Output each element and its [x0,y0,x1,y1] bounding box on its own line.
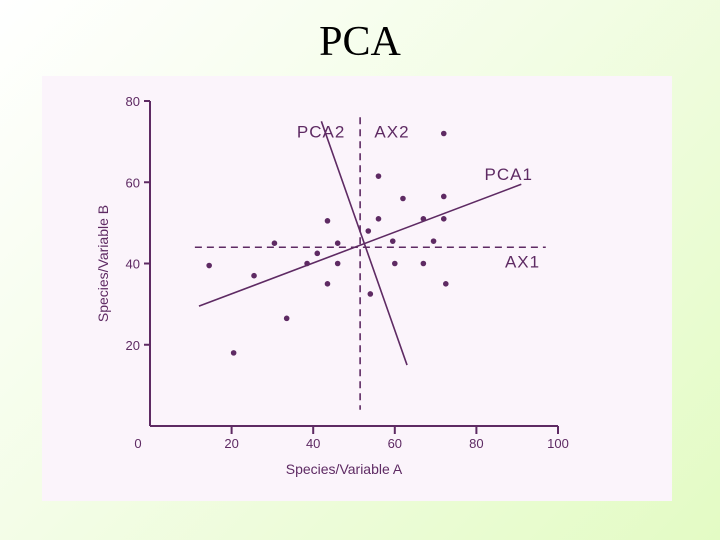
x-axis-title: Species/Variable A [286,461,403,477]
data-point [324,218,331,224]
data-point [375,216,382,222]
x-tick-label: 80 [469,436,483,451]
data-point [420,216,427,222]
chart-panel: 0 20 40 60 80 100 20 40 60 80 PCA2 AX2 PCA1 AX1 Spec… [42,76,672,501]
data-point [440,193,447,200]
data-point [314,250,321,257]
data-point [334,260,341,267]
data-point [251,272,257,279]
data-point [440,216,447,222]
data-point [283,315,290,322]
x-tick-label: 0 [134,436,141,451]
x-tick-label: 100 [547,436,569,451]
data-point [392,260,398,267]
data-point [230,350,237,356]
pca1-line [198,183,522,307]
ticks: 0 20 40 60 80 100 20 40 60 80 [126,94,569,451]
y-tick-label: 60 [126,175,140,190]
scatter-chart: 0 20 40 60 80 100 20 40 60 80 PCA2 AX2 PCA1 AX1 Spec… [95,94,569,477]
y-tick-label: 40 [126,257,140,272]
pca1-label: PCA1 [485,165,533,184]
data-point [389,238,396,244]
data-point [334,240,341,246]
data-point [443,281,449,287]
data-point [420,260,427,267]
axes [149,101,558,427]
y-axis-title: Species/Variable B [95,205,111,322]
ax2-label: AX2 [374,123,409,142]
y-tick-label: 80 [126,94,140,109]
guide-lines [194,117,546,410]
data-point [324,281,331,287]
slide-title: PCA [319,19,401,65]
data-point [430,238,437,244]
x-tick-label: 40 [306,436,320,451]
pca2-label: PCA2 [297,123,345,142]
data-point [271,240,278,246]
data-point [365,228,372,234]
data-points [206,130,449,356]
data-point [206,262,212,269]
x-tick-label: 20 [224,436,238,451]
x-tick-label: 60 [388,436,402,451]
data-point [304,260,310,267]
line-labels: PCA2 AX2 PCA1 AX1 [297,123,540,272]
data-point [400,195,406,202]
data-point [367,291,374,297]
ax1-label: AX1 [505,253,540,272]
pca2-line [320,121,408,366]
data-point [375,173,382,179]
data-point [440,130,447,137]
y-tick-label: 20 [126,338,140,353]
